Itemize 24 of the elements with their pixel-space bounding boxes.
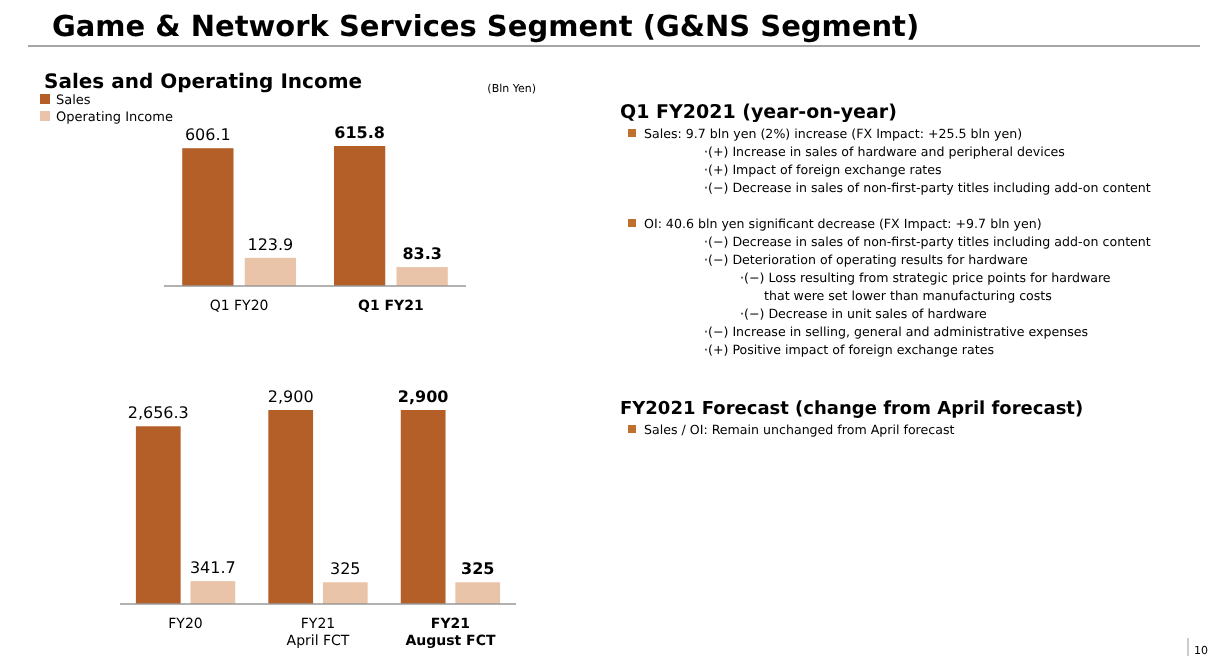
bar	[455, 582, 501, 604]
data-label: 341.7	[189, 559, 236, 578]
text: Game & Network Services Segment (G&NS Segment)	[52, 12, 920, 44]
data-label: 2,900	[397, 388, 450, 406]
bar	[268, 410, 314, 604]
bar	[135, 426, 181, 604]
text: Q1 FY2021 (year-on-year)	[620, 102, 897, 124]
bar	[244, 257, 297, 286]
bar	[333, 146, 386, 286]
data-label: 325	[461, 560, 496, 579]
data-label: 606.1	[184, 126, 231, 145]
data-label: 123.9	[247, 235, 294, 254]
bar	[322, 582, 368, 604]
bar	[396, 267, 448, 286]
chart-title: Sales and Operating Income	[44, 72, 363, 94]
bar	[400, 410, 446, 604]
data-label: 2,656.3	[127, 404, 189, 423]
bar	[182, 148, 234, 286]
data-label: 325	[330, 560, 361, 579]
data-label: 615.8	[334, 124, 386, 142]
data-label: 83.3	[402, 245, 442, 264]
data-label: 2,900	[267, 388, 314, 406]
text: FY2021 Forecast (change from April forecast)	[620, 400, 1084, 420]
bar	[190, 581, 236, 604]
